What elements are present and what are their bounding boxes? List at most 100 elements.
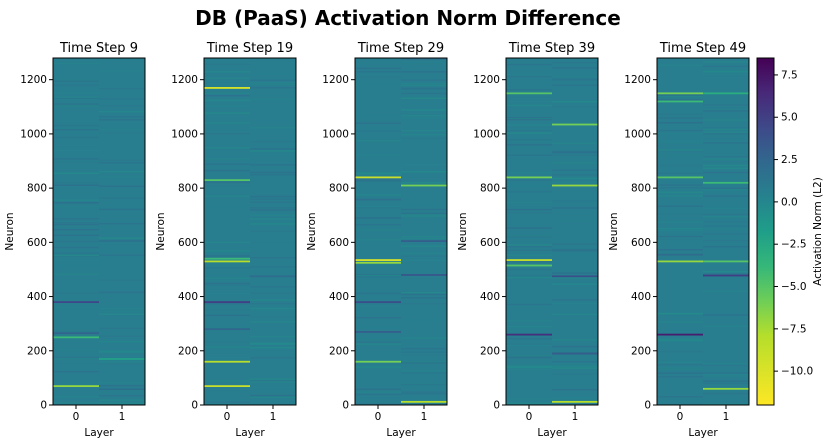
x-tick-label: 0 xyxy=(224,411,231,423)
heatmap-stripe xyxy=(204,257,250,260)
heatmap-stripe xyxy=(204,179,250,181)
heatmap-panel-0: Time Step 9 0 200 400 600 800 1000 1200 0 1 Layer N… xyxy=(4,41,146,439)
y-tick-label: 0 xyxy=(493,400,500,412)
heatmap-stripe xyxy=(53,336,99,339)
axes-frame xyxy=(354,57,448,406)
y-tick-label: 800 xyxy=(480,183,500,195)
heatmap-stripe xyxy=(355,301,401,303)
heatmap-background xyxy=(657,58,749,405)
y-tick-label: 200 xyxy=(178,345,198,357)
figure-title: DB (PaaS) Activation Norm Difference xyxy=(195,6,621,30)
y-tick-label: 800 xyxy=(631,183,651,195)
y-tick-label: 1200 xyxy=(473,74,500,86)
x-axis-label: Layer xyxy=(688,427,718,439)
heatmap-stripe xyxy=(53,385,99,388)
heatmap-texture xyxy=(53,59,145,404)
y-axis-label: Neuron xyxy=(4,212,16,250)
panel-title: Time Step 29 xyxy=(357,41,444,56)
heatmap-stripe xyxy=(552,352,598,355)
y-tick-label: 0 xyxy=(342,400,349,412)
y-axis-label: Neuron xyxy=(457,212,469,250)
y-tick-label: 0 xyxy=(191,400,198,412)
heatmap-stripe xyxy=(401,400,447,403)
heatmap-stripe xyxy=(657,253,703,256)
y-tick-label: 600 xyxy=(480,237,500,249)
panel-title: Time Step 49 xyxy=(659,41,746,56)
heatmap-stripe xyxy=(204,328,250,331)
heatmap-stripe xyxy=(355,360,401,363)
y-tick-label: 400 xyxy=(329,291,349,303)
heatmap-panel-1: Time Step 19 0 200 400 600 800 1000 1200 0 1 Layer… xyxy=(155,41,297,439)
colorbar-tick-label: −10.0 xyxy=(781,366,813,378)
heatmap-stripe xyxy=(53,301,99,303)
heatmap-stripe xyxy=(401,240,447,242)
y-tick-label: 800 xyxy=(178,183,198,195)
heatmap-stripe xyxy=(657,92,703,95)
heatmap-stripe xyxy=(401,274,447,276)
heatmap-texture xyxy=(355,58,447,405)
x-tick-label: 1 xyxy=(723,411,730,423)
heatmap-stripe xyxy=(506,92,552,95)
axes-frame xyxy=(505,57,599,406)
x-tick-label: 0 xyxy=(73,411,80,423)
heatmap-stripe xyxy=(552,184,598,187)
heatmap-panel-4: Time Step 49 0 200 400 600 800 1000 1200 0 1 Layer… xyxy=(608,41,750,439)
heatmap-stripe xyxy=(355,261,401,264)
panel-title: Time Step 39 xyxy=(508,41,595,56)
x-axis-label: Layer xyxy=(235,427,265,439)
y-tick-label: 200 xyxy=(329,345,349,357)
heatmap-stripe xyxy=(657,100,703,103)
y-tick-label: 400 xyxy=(480,291,500,303)
axes-frame xyxy=(656,57,750,406)
colorbar-tick-label: −5.0 xyxy=(781,281,807,293)
y-tick-label: 200 xyxy=(27,345,47,357)
y-tick-label: 400 xyxy=(27,291,47,303)
heatmap-stripe xyxy=(53,332,99,335)
y-axis-label: Neuron xyxy=(155,212,167,250)
y-tick-label: 0 xyxy=(644,400,651,412)
heatmap-stripe xyxy=(657,260,703,263)
heatmap-stripe xyxy=(703,92,749,95)
x-tick-label: 1 xyxy=(421,411,428,423)
heatmap-stripe xyxy=(703,387,749,390)
y-tick-label: 200 xyxy=(631,345,651,357)
y-tick-label: 1200 xyxy=(322,74,349,86)
colorbar-tick-label: −7.5 xyxy=(781,323,807,335)
y-tick-label: 800 xyxy=(329,183,349,195)
y-tick-label: 1200 xyxy=(171,74,198,86)
heatmap-stripe xyxy=(703,181,749,184)
y-tick-label: 800 xyxy=(27,183,47,195)
heatmap-texture xyxy=(204,63,296,405)
y-tick-label: 400 xyxy=(178,291,198,303)
heatmap-panel-2: Time Step 29 0 200 400 600 800 1000 1200 0 1 Layer… xyxy=(306,41,448,439)
y-tick-label: 600 xyxy=(329,237,349,249)
colorbar-tick-label: −2.5 xyxy=(781,239,807,251)
heatmap-stripe xyxy=(204,301,250,303)
x-tick-label: 0 xyxy=(677,411,684,423)
colorbar-tick-label: 2.5 xyxy=(781,154,798,166)
y-tick-label: 0 xyxy=(40,400,47,412)
heatmap-stripe xyxy=(355,176,401,179)
heatmap-stripe xyxy=(552,275,598,278)
panel-title: Time Step 9 xyxy=(59,41,138,56)
y-tick-label: 1200 xyxy=(624,74,651,86)
heatmap-stripe xyxy=(53,84,99,87)
heatmap-background xyxy=(53,58,145,405)
colorbar-tick-label: 5.0 xyxy=(781,112,798,124)
y-tick-label: 600 xyxy=(27,237,47,249)
y-tick-label: 1000 xyxy=(624,128,651,140)
x-tick-label: 0 xyxy=(375,411,382,423)
x-tick-label: 0 xyxy=(526,411,533,423)
heatmap-stripe xyxy=(250,275,296,278)
colorbar-label: Activation Norm (L2) xyxy=(812,177,824,286)
heatmap-texture xyxy=(506,58,598,404)
heatmap-stripe xyxy=(355,331,401,333)
y-axis-label: Neuron xyxy=(306,212,318,250)
heatmap-stripe xyxy=(204,87,250,89)
heatmap-stripe xyxy=(53,103,99,106)
heatmap-stripe xyxy=(703,260,749,263)
colorbar: 7.5 5.0 2.5 0.0 −2.5 −5.0 −7.5 −10.0 Activation … xyxy=(756,57,824,406)
panel-title: Time Step 19 xyxy=(206,41,293,56)
heatmap-stripe xyxy=(401,184,447,187)
